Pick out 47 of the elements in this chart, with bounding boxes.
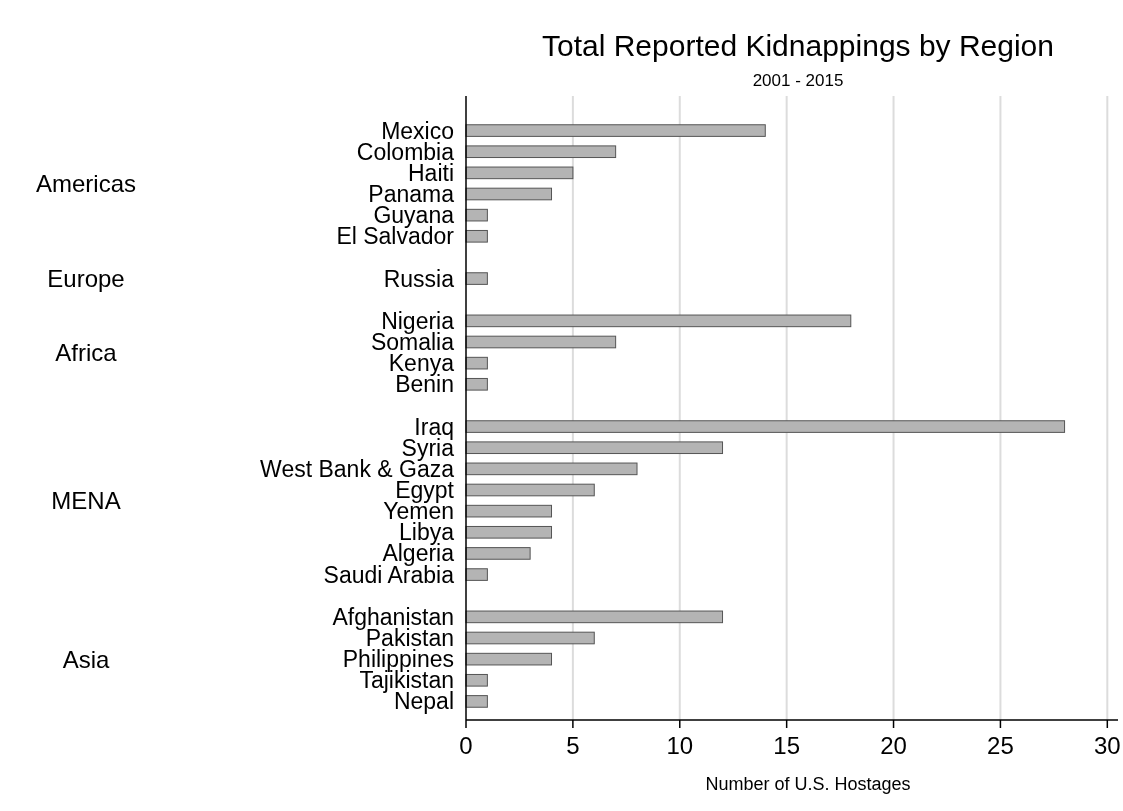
y-tick-label: Russia <box>383 265 455 292</box>
bar <box>465 610 724 624</box>
bar <box>465 335 617 349</box>
y-tick-label: Philippines <box>342 646 454 673</box>
x-tick-label: 0 <box>459 732 473 759</box>
bar <box>465 695 488 708</box>
bar <box>465 441 724 455</box>
bar <box>465 124 766 137</box>
x-tick-label: 25 <box>987 732 1014 759</box>
bar <box>465 145 617 159</box>
y-tick-label: Haiti <box>407 159 454 186</box>
y-tick-label: Nepal <box>393 688 454 715</box>
y-tick-label: Nigeria <box>381 307 455 334</box>
bar <box>465 187 553 201</box>
chart-title: Total Reported Kidnappings by Region <box>541 29 1055 62</box>
y-tick-label: Kenya <box>388 350 455 377</box>
text: Americas <box>35 169 137 197</box>
text: Europe <box>47 264 125 292</box>
bar <box>465 547 531 560</box>
x-tick-label: 20 <box>880 732 907 759</box>
bar <box>465 420 1066 433</box>
text: MENA <box>51 486 121 514</box>
x-tick-label: 30 <box>1093 732 1121 759</box>
bar <box>465 462 638 476</box>
y-tick-label: Iraq <box>414 413 454 440</box>
bar <box>465 483 595 497</box>
bar <box>465 504 553 518</box>
chart-subtitle: 2001 - 2015 <box>752 71 844 90</box>
y-tick-label: Afghanistan <box>332 603 454 630</box>
text: Africa <box>55 338 118 366</box>
bar <box>465 208 488 222</box>
bar <box>465 356 488 370</box>
bar <box>465 631 595 645</box>
bar <box>465 166 574 180</box>
bar <box>465 229 488 243</box>
bar <box>465 673 488 687</box>
bar <box>465 568 488 581</box>
bar <box>465 272 488 285</box>
bar <box>465 377 488 391</box>
bar <box>465 652 553 666</box>
x-axis-title: Number of U.S. Hostages <box>705 774 911 794</box>
bar <box>465 314 852 328</box>
x-tick-label: 10 <box>666 732 694 759</box>
x-tick-label: 15 <box>773 732 801 759</box>
bar <box>465 525 553 539</box>
text: Asia <box>62 645 110 673</box>
x-tick-label: 5 <box>566 732 580 759</box>
